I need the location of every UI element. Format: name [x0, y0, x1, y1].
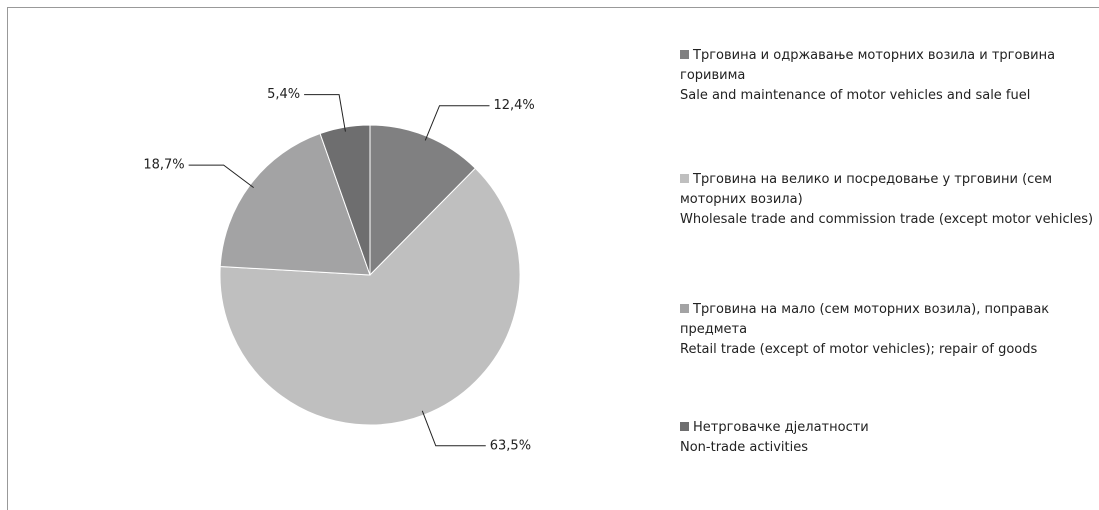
data-label: 5,4%: [267, 87, 300, 102]
legend-label-en: Wholesale trade and commission trade (ex…: [680, 212, 1094, 227]
leader-line: [304, 94, 346, 132]
data-label: 18,7%: [143, 158, 184, 173]
legend-item: Трговина на велико и посредовање у тргов…: [680, 170, 1095, 230]
legend-label: Трговина и одржавање моторних возила и т…: [680, 48, 1056, 83]
legend-swatch: [680, 422, 689, 431]
legend-label-en: Non-trade activities: [680, 440, 809, 455]
frame: [7, 7, 1099, 510]
legend-label-en: Sale and maintenance of motor vehicles a…: [680, 88, 1031, 103]
legend-label-en: Retail trade (except of motor vehicles);…: [680, 342, 1038, 357]
legend-item: Нетрговачке дјелатности Non-trade activit…: [680, 418, 1095, 458]
leader-line: [421, 410, 486, 447]
data-label: 63,5%: [490, 438, 531, 453]
legend-swatch: [680, 174, 689, 183]
leader-line: [188, 164, 254, 189]
legend-swatch: [680, 304, 689, 313]
legend-swatch: [680, 50, 689, 59]
legend-item: Трговина и одржавање моторних возила и т…: [680, 46, 1095, 106]
data-label: 12,4%: [493, 98, 534, 113]
legend-label: Трговина на велико и посредовање у тргов…: [680, 172, 1053, 207]
leader-line: [424, 105, 490, 141]
legend-label: Нетрговачке дјелатности: [693, 420, 869, 435]
legend-item: Трговина на мало (сем моторних возила), …: [680, 300, 1095, 360]
legend-label: Трговина на мало (сем моторних возила), …: [680, 302, 1050, 337]
